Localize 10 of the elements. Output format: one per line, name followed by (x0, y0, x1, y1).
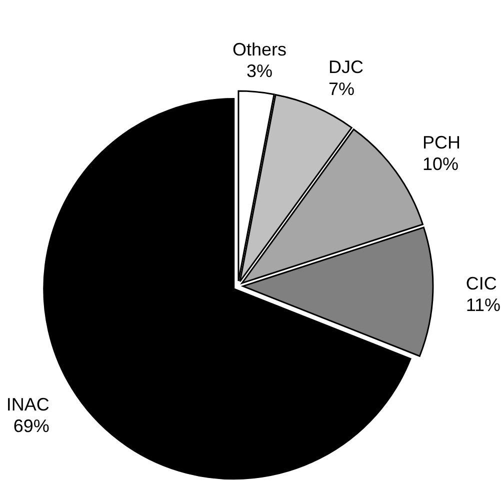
data-label: 11% (466, 295, 501, 316)
data-label: 7% (328, 78, 355, 99)
slice-label: CIC (466, 274, 497, 294)
slice-label: DJC (328, 57, 364, 78)
data-label: 10% (422, 154, 458, 174)
slice-label: Others (232, 39, 286, 60)
slice-label: PCH (422, 132, 460, 152)
slice-label: INAC (6, 394, 50, 415)
data-label: 3% (246, 61, 272, 82)
data-label: 69% (13, 416, 50, 436)
